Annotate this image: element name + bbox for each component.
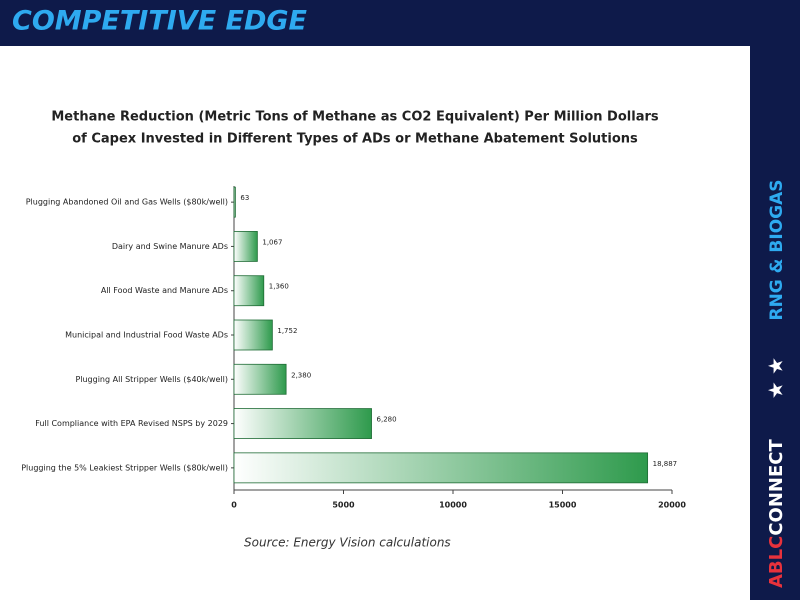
x-tick-label: 20000 (658, 501, 686, 510)
brand: ABLCCONNECT (766, 439, 787, 588)
chart-title: Methane Reduction (Metric Tons of Methan… (51, 110, 658, 125)
x-tick-label: 15000 (549, 501, 577, 510)
header-band (0, 0, 800, 46)
category-label: All Food Waste and Manure ADs (101, 286, 228, 295)
bar (233, 408, 372, 439)
brand-part: CONNECT (766, 439, 787, 536)
value-label: 1,752 (277, 327, 297, 335)
bar (233, 363, 287, 395)
bar (233, 452, 649, 484)
category-label: Plugging Abandoned Oil and Gas Wells ($8… (26, 198, 228, 207)
chart-title: of Capex Invested in Different Types of … (72, 132, 638, 147)
x-tick-label: 5000 (332, 501, 355, 510)
source: Source: Energy Vision calculations (244, 536, 451, 550)
bar (233, 275, 265, 307)
category-label: Plugging All Stripper Wells ($40k/well) (75, 375, 228, 384)
value-label: 2,380 (291, 371, 311, 379)
bar (233, 186, 236, 218)
bar (233, 319, 273, 351)
bar (233, 231, 258, 262)
value-label: 1,360 (269, 283, 289, 291)
category-label: Dairy and Swine Manure ADs (112, 242, 228, 251)
x-tick-label: 10000 (439, 501, 467, 510)
stars: ★ ★ (764, 357, 788, 399)
x-tick-label: 0 (231, 501, 237, 510)
value-label: 6,280 (377, 416, 397, 424)
brand-part: ABLC (766, 536, 787, 588)
sidebar (750, 46, 800, 600)
category-label: Municipal and Industrial Food Waste ADs (65, 331, 228, 340)
category-label: Full Compliance with EPA Revised NSPS by… (35, 419, 228, 428)
header-title: COMPETITIVE EDGE (12, 6, 308, 37)
category-label: Plugging the 5% Leakiest Stripper Wells … (21, 463, 228, 472)
value-label: 1,067 (262, 238, 282, 246)
value-label: 63 (240, 194, 249, 202)
sidebar-section: RNG & BIOGAS (767, 179, 787, 320)
value-label: 18,887 (653, 460, 678, 468)
